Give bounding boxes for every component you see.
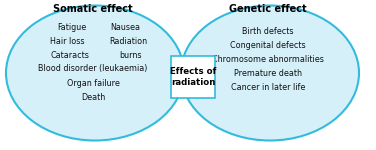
Text: Genetic effect: Genetic effect (229, 4, 307, 14)
Text: Nausea: Nausea (110, 24, 140, 33)
FancyBboxPatch shape (171, 56, 215, 98)
Text: Somatic effect: Somatic effect (53, 4, 133, 14)
Text: Congenital defects: Congenital defects (230, 42, 306, 51)
Text: Cataracts: Cataracts (50, 51, 89, 60)
Text: Organ failure: Organ failure (67, 78, 120, 87)
Text: Birth defects: Birth defects (242, 27, 294, 36)
Text: Chromosome abnormalities: Chromosome abnormalities (212, 56, 324, 64)
Ellipse shape (181, 6, 359, 141)
Text: Fatigue: Fatigue (58, 24, 86, 33)
Text: Radiation: Radiation (109, 38, 147, 46)
Ellipse shape (6, 6, 184, 141)
Text: Effects of
radiation: Effects of radiation (170, 67, 216, 87)
Text: Hair loss: Hair loss (50, 38, 84, 46)
Text: burns: burns (119, 51, 141, 60)
Text: Premature death: Premature death (234, 69, 302, 78)
Text: Death: Death (81, 93, 105, 102)
Text: Blood disorder (leukaemia): Blood disorder (leukaemia) (38, 64, 148, 74)
Text: Cancer in later life: Cancer in later life (231, 84, 305, 93)
